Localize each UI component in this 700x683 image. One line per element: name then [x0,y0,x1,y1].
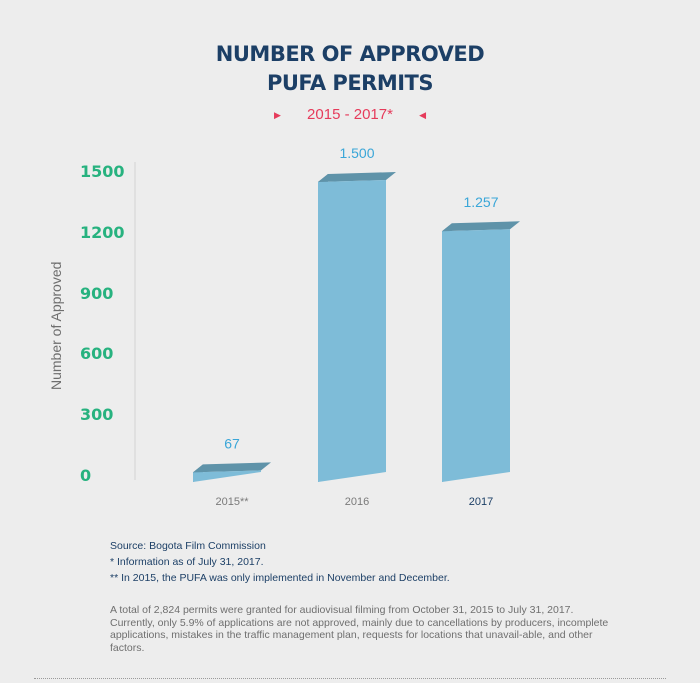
bar-2016 [318,172,396,482]
x-tick-label: 2015** [215,496,249,508]
bar-front-face [442,229,510,482]
bar-value-label: 1.257 [463,194,498,210]
chart-title-line-1: NUMBER OF APPROVED [215,42,485,66]
bar-value-label: 67 [224,435,240,451]
dotted-divider [34,678,666,679]
x-tick-label: 2016 [345,496,369,508]
bar-front-face [193,470,261,482]
bar-top-face [318,172,396,182]
y-tick-label: 600 [80,344,114,364]
bar-top-face [193,462,271,473]
x-tick-label: 2017 [469,496,493,508]
y-tick-label: 0 [80,466,92,485]
y-tick-label: 300 [80,405,114,425]
bar-2017 [442,221,520,483]
left-triangle-icon: ◀ [419,109,427,120]
chart-subtitle: 2015 - 2017* [307,106,393,123]
bar-top-face [442,221,520,232]
chart-title-line-2: PUFA PERMITS [266,71,434,95]
y-tick-label: 900 [80,283,114,303]
source-line: Source: Bogota Film Commission [110,538,670,554]
footnote-1: * Information as of July 31, 2017. [110,556,264,568]
bar-2015 [193,462,271,482]
chart-subtitle-row: ▶ 2015 - 2017* ◀ [0,106,700,123]
y-tick-label: 1200 [80,222,125,242]
summary-paragraph: A total of 2,824 permits were granted fo… [110,604,609,654]
footnote-2: ** In 2015, the PUFA was only implemente… [110,572,450,584]
source-text: Bogota Film Commission [149,540,266,552]
source-label: Source: [110,540,147,552]
bar-front-face [318,180,386,482]
bar-value-label: 1.500 [339,145,374,161]
right-triangle-icon: ▶ [273,109,281,120]
notes-block: Source: Bogota Film Commission * Informa… [110,538,670,586]
chart-title: NUMBER OF APPROVED PUFA PERMITS [0,40,700,98]
y-tick-label: 1500 [80,162,125,181]
